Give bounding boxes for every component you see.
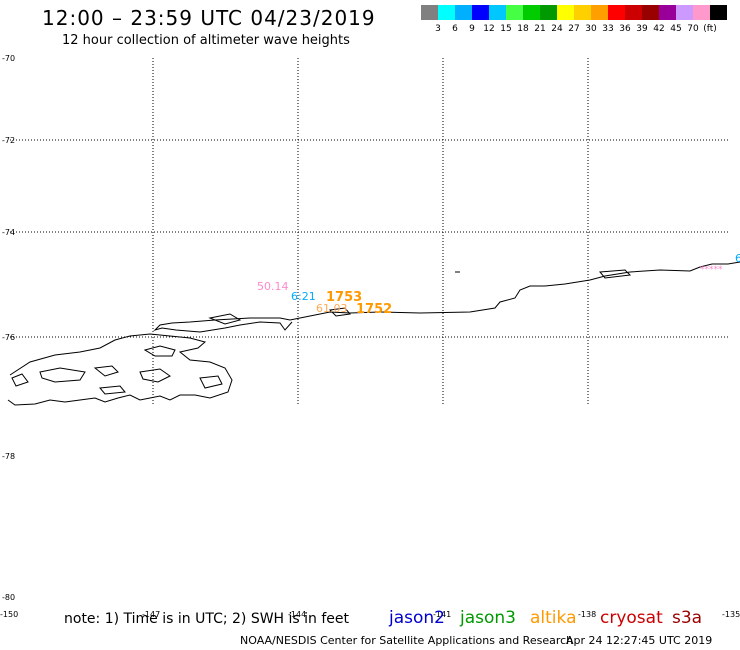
lon-label: -144 [288,610,306,619]
swh-label: 61.03 [316,302,348,315]
legend-swatch [557,5,574,20]
legend-swatch [676,5,693,20]
time-label: 1753 [326,290,362,305]
legend-label: 39 [636,24,648,34]
track-annotations: 50.14 6:21 1753 61.03 1752 6 ***** [257,252,740,317]
legend-swatch [489,5,506,20]
island-5 [11,373,29,387]
track-marks: ***** [700,265,723,275]
legend-swatch [523,5,540,20]
note-text: note: 1) Time is in UTC; 2) SWH is in fe… [64,611,350,627]
legend-label: 21 [534,24,546,34]
satellite-jason2: jason2 [389,608,445,628]
swh-label: 50.14 [257,280,289,293]
legend-label: 6 [452,24,458,34]
legend-swatch [472,5,489,20]
coast-segment [7,333,233,406]
edge-label: 6 [735,252,740,265]
legend-label: 9 [469,24,475,34]
legend-swatch [659,5,676,20]
island-4 [139,368,171,383]
legend-label: 33 [602,24,614,34]
island-10 [598,269,632,279]
island-1 [143,345,176,357]
island-3 [93,365,119,377]
lat-lon-grid [10,58,730,405]
legend-label: 24 [551,24,563,34]
legend-label: 15 [500,24,512,34]
legend-label: 36 [619,24,631,34]
island-9 [328,307,351,317]
legend-swatch [438,5,455,20]
time-label: 1752 [356,302,392,317]
island-8 [208,313,242,325]
lon-label: -141 [433,610,451,619]
legend-swatch [574,5,591,20]
lon-label: -138 [578,610,596,619]
map-title: 12:00 – 23:59 UTC 04/23/2019 [42,6,376,30]
island-7 [99,385,126,395]
time-label: 6:21 [291,290,316,303]
lat-label: -74 [2,228,15,237]
island-2 [39,367,86,383]
lon-label: -135 [722,610,740,619]
credit-text: NOAA/NESDIS Center for Satellite Applica… [240,634,574,647]
coastline [7,261,740,406]
legend-swatch [693,5,710,20]
latitude-labels: -70 -72 -74 -76 -78 -80 [2,54,15,602]
lat-label: -72 [2,136,15,145]
legend-label: 30 [585,24,597,34]
legend-label: 3 [435,24,441,34]
legend-swatch [506,5,523,20]
legend-swatch [625,5,642,20]
satellite-altika: altika [530,608,577,628]
legend-swatch [608,5,625,20]
legend-swatch [591,5,608,20]
satellite-cryosat: cryosat [600,608,663,628]
satellite-jason3: jason3 [460,608,516,628]
legend-swatch [455,5,472,20]
legend-label: 18 [517,24,529,34]
legend-label: 70 [687,24,699,34]
lat-label: -76 [2,333,15,342]
longitude-labels: -150 -147 -144 -141 -138 -135 [0,610,740,619]
island-6 [199,375,223,389]
legend-swatch [642,5,659,20]
legend-label: 12 [483,24,495,34]
lat-label: -78 [2,452,15,461]
generated-timestamp: Apr 24 12:27:45 UTC 2019 [566,634,713,647]
lat-label: -80 [2,593,15,602]
legend-swatch [710,5,727,20]
legend-swatch [540,5,557,20]
map-subtitle: 12 hour collection of altimeter wave hei… [62,33,350,48]
lon-label: -147 [142,610,160,619]
legend-label: 27 [568,24,580,34]
legend-label: (ft) [703,24,717,34]
satellite-s3a: s3a [672,608,703,628]
legend-label: 42 [653,24,665,34]
lat-label: -70 [2,54,15,63]
lon-label: -150 [0,610,18,619]
legend-label: 45 [670,24,682,34]
ice-shelf-edge [153,261,740,333]
legend-swatch [421,5,438,20]
